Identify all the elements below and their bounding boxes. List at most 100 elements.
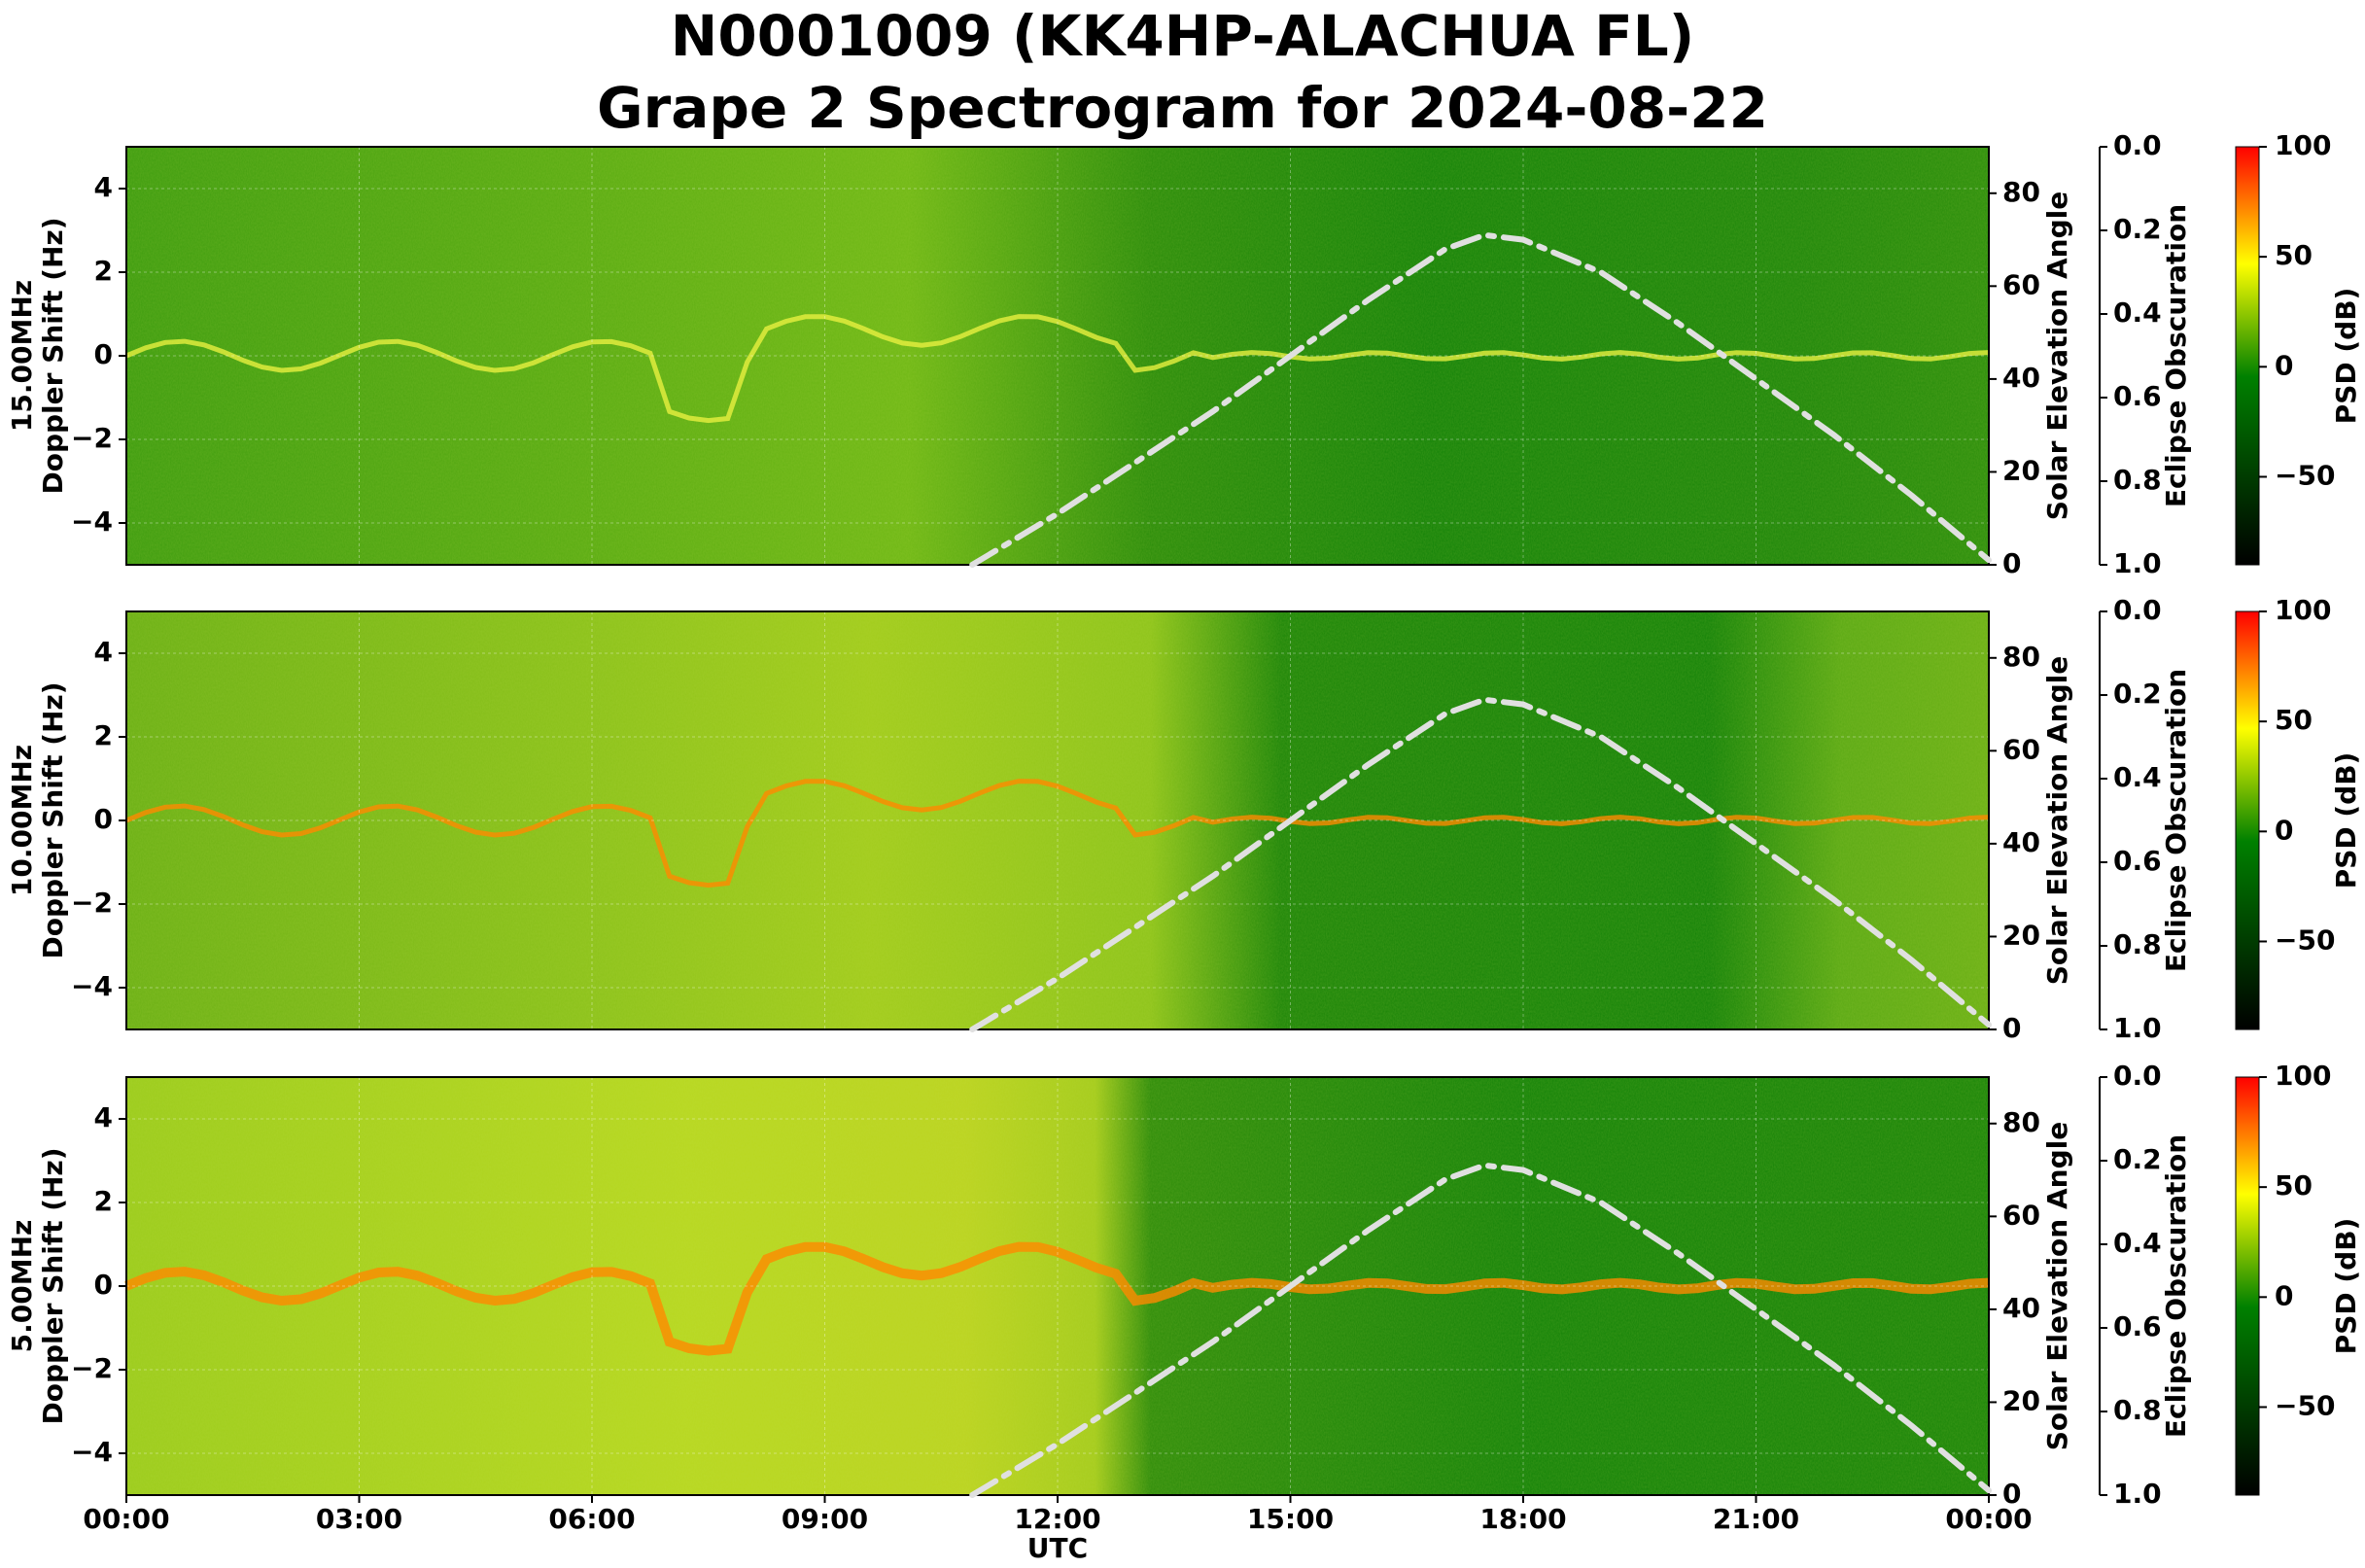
- x-tick-label: 15:00: [1247, 1503, 1334, 1535]
- elevation-tick-label: 60: [2002, 1199, 2040, 1231]
- elevation-tick-label: 0: [2002, 1478, 2021, 1510]
- eclipse-tick-label: 1.0: [2113, 547, 2162, 579]
- spectrogram-texture: [126, 147, 1989, 565]
- colorbar-tick-label: 0: [2275, 814, 2293, 846]
- y-tick-label: 0: [94, 338, 113, 370]
- colorbar-tick-label: −50: [2275, 923, 2335, 956]
- y-tick-label: 2: [94, 1185, 113, 1217]
- eclipse-tick-label: 0.6: [2113, 380, 2162, 412]
- ylabel-doppler: Doppler Shift (Hz): [37, 217, 69, 494]
- y-tick-label: −4: [71, 970, 113, 1002]
- eclipse-obscuration-label: Eclipse Obscuration: [2160, 669, 2192, 972]
- colorbar: [2235, 610, 2260, 1030]
- elevation-tick-label: 0: [2002, 547, 2021, 579]
- y-tick-label: −4: [71, 505, 113, 538]
- colorbar-tick-label: −50: [2275, 1389, 2335, 1421]
- y-tick-label: 0: [94, 803, 113, 835]
- elevation-tick-label: 40: [2002, 1292, 2040, 1324]
- eclipse-tick-label: 0.0: [2113, 594, 2162, 626]
- eclipse-tick-label: 0.4: [2113, 296, 2162, 329]
- y-tick-label: 2: [94, 255, 113, 287]
- eclipse-tick-label: 0.8: [2113, 928, 2162, 960]
- panel-2: 420−2−410.00MHz Doppler Shift (Hz)8060402…: [6, 594, 2362, 1044]
- elevation-tick-label: 60: [2002, 268, 2040, 300]
- solar-elevation-curve: [969, 696, 1992, 1032]
- y-tick-label: −4: [71, 1436, 113, 1468]
- elevation-tick-label: 40: [2002, 362, 2040, 394]
- elevation-tick-label: 60: [2002, 733, 2040, 765]
- elevation-tick-label: 20: [2002, 919, 2040, 951]
- x-tick-label: 18:00: [1479, 1503, 1566, 1535]
- y-tick-label: −2: [71, 422, 113, 454]
- colorbar-label: PSD (dB): [2330, 1218, 2362, 1355]
- x-tick-label: 00:00: [1945, 1503, 2032, 1535]
- elevation-tick-label: 80: [2002, 641, 2040, 673]
- colorbar-label: PSD (dB): [2330, 752, 2362, 889]
- solar-elevation-label: Solar Elevation Angle: [2041, 656, 2073, 985]
- elevation-tick-label: 20: [2002, 1384, 2040, 1416]
- title-line-1: N0001009 (KK4HP-ALACHUA FL): [670, 3, 1695, 69]
- ylabel-frequency: 5.00MHz: [6, 1220, 38, 1353]
- carrier-trace: [125, 314, 1990, 424]
- title-line-2: Grape 2 Spectrogram for 2024-08-22: [597, 75, 1768, 141]
- solar-elevation-curve: [969, 231, 1992, 568]
- colorbar-tick-label: 50: [2275, 239, 2313, 271]
- elevation-tick-label: 80: [2002, 176, 2040, 208]
- eclipse-tick-label: 0.6: [2113, 1310, 2162, 1342]
- solar-elevation-label: Solar Elevation Angle: [2041, 192, 2073, 520]
- spectrogram-texture: [126, 611, 1989, 1029]
- colorbar-label: PSD (dB): [2330, 288, 2362, 425]
- elevation-tick-label: 20: [2002, 454, 2040, 486]
- carrier-trace: [124, 1241, 1990, 1356]
- x-axis-label: UTC: [1027, 1532, 1088, 1564]
- colorbar: [2235, 146, 2260, 566]
- panel-3: 420−2−45.00MHz Doppler Shift (Hz)80604020…: [6, 1060, 2362, 1510]
- elevation-tick-label: 0: [2002, 1012, 2021, 1044]
- elevation-tick-label: 40: [2002, 826, 2040, 858]
- solar-elevation-label: Solar Elevation Angle: [2041, 1122, 2073, 1450]
- y-tick-label: −2: [71, 1352, 113, 1384]
- eclipse-obscuration-label: Eclipse Obscuration: [2160, 1134, 2192, 1438]
- ylabel-frequency: 15.00MHz: [6, 280, 38, 432]
- eclipse-tick-label: 0.0: [2113, 129, 2162, 161]
- eclipse-tick-label: 1.0: [2113, 1012, 2162, 1044]
- x-tick-label: 21:00: [1713, 1503, 1799, 1535]
- eclipse-tick-label: 0.4: [2113, 761, 2162, 793]
- elevation-tick-label: 80: [2002, 1106, 2040, 1138]
- y-tick-label: 4: [94, 1101, 113, 1133]
- colorbar-tick-label: 100: [2275, 129, 2331, 161]
- eclipse-tick-label: 0.2: [2113, 213, 2162, 245]
- eclipse-tick-label: 0.6: [2113, 845, 2162, 877]
- eclipse-tick-label: 0.2: [2113, 1143, 2162, 1175]
- colorbar: [2235, 1076, 2260, 1496]
- y-tick-label: 2: [94, 719, 113, 751]
- ylabel-doppler: Doppler Shift (Hz): [37, 681, 69, 958]
- eclipse-tick-label: 0.2: [2113, 678, 2162, 710]
- eclipse-obscuration-label: Eclipse Obscuration: [2160, 204, 2192, 507]
- x-tick-label: 03:00: [316, 1503, 402, 1535]
- colorbar-tick-label: 50: [2275, 704, 2313, 736]
- chart-title: N0001009 (KK4HP-ALACHUA FL) Grape 2 Spec…: [0, 0, 2365, 144]
- solar-elevation-curve: [969, 1162, 1992, 1498]
- ylabel-doppler: Doppler Shift (Hz): [37, 1147, 69, 1424]
- eclipse-tick-label: 0.4: [2113, 1227, 2162, 1259]
- colorbar-tick-label: 100: [2275, 1060, 2331, 1092]
- eclipse-tick-label: 0.8: [2113, 1394, 2162, 1426]
- eclipse-tick-label: 1.0: [2113, 1478, 2162, 1510]
- colorbar-tick-label: 0: [2275, 1279, 2293, 1311]
- colorbar-tick-label: 0: [2275, 349, 2293, 381]
- ylabel-frequency: 10.00MHz: [6, 745, 38, 896]
- eclipse-tick-label: 0.8: [2113, 464, 2162, 496]
- carrier-trace: [125, 779, 1990, 889]
- x-tick-label: 00:00: [83, 1503, 169, 1535]
- y-tick-label: 0: [94, 1269, 113, 1301]
- x-tick-label: 06:00: [548, 1503, 635, 1535]
- colorbar-tick-label: −50: [2275, 459, 2335, 491]
- colorbar-tick-label: 100: [2275, 594, 2331, 626]
- eclipse-tick-label: 0.0: [2113, 1060, 2162, 1092]
- y-tick-label: −2: [71, 887, 113, 919]
- y-tick-label: 4: [94, 171, 113, 203]
- x-tick-label: 09:00: [782, 1503, 868, 1535]
- panel-1: 420−2−415.00MHz Doppler Shift (Hz)8060402…: [6, 129, 2362, 579]
